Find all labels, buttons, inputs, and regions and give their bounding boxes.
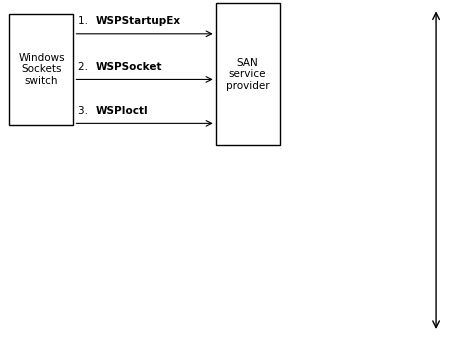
Text: Windows
Sockets
switch: Windows Sockets switch bbox=[18, 53, 65, 86]
Text: WSPStartupEx: WSPStartupEx bbox=[95, 16, 181, 26]
Bar bbox=[9, 14, 73, 125]
Text: SAN
service
provider: SAN service provider bbox=[226, 58, 270, 91]
Text: 2.: 2. bbox=[78, 62, 91, 72]
Text: WSPIoctl: WSPIoctl bbox=[95, 106, 148, 116]
Text: 3.: 3. bbox=[78, 106, 91, 116]
Text: WSPSocket: WSPSocket bbox=[95, 62, 162, 72]
Text: 1.: 1. bbox=[78, 16, 91, 26]
Bar bbox=[216, 3, 280, 145]
